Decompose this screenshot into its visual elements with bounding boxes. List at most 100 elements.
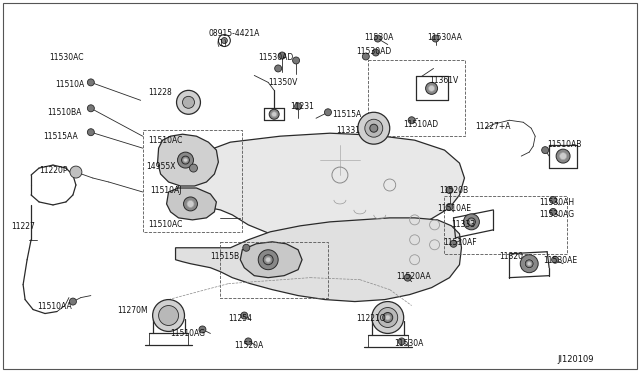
Text: 11520AA: 11520AA — [396, 272, 431, 281]
Polygon shape — [175, 133, 465, 244]
Circle shape — [370, 124, 378, 132]
Text: 11228: 11228 — [148, 89, 172, 97]
Circle shape — [263, 255, 273, 265]
Polygon shape — [240, 242, 302, 278]
Circle shape — [182, 96, 195, 108]
Text: 11221O: 11221O — [356, 314, 385, 323]
Text: 11530AA: 11530AA — [428, 33, 463, 42]
Circle shape — [184, 158, 188, 162]
Text: 11510A: 11510A — [55, 80, 84, 89]
Circle shape — [385, 315, 390, 320]
Circle shape — [378, 308, 397, 327]
Text: 11515A: 11515A — [332, 110, 361, 119]
Text: 11520B: 11520B — [440, 186, 468, 195]
Circle shape — [69, 298, 76, 305]
Circle shape — [404, 274, 411, 281]
Circle shape — [432, 35, 439, 42]
Circle shape — [189, 164, 198, 172]
Circle shape — [556, 149, 570, 163]
Circle shape — [372, 302, 404, 333]
Text: 11331: 11331 — [336, 126, 360, 135]
Text: 11520A: 11520A — [234, 341, 264, 350]
Circle shape — [362, 53, 369, 60]
Text: 11254: 11254 — [228, 314, 252, 323]
Text: 11231: 11231 — [290, 102, 314, 111]
Circle shape — [159, 305, 179, 326]
Bar — [220, 242, 328, 298]
Circle shape — [243, 244, 250, 251]
Circle shape — [294, 103, 301, 110]
Text: 11220P: 11220P — [39, 166, 68, 175]
Text: 11320: 11320 — [499, 252, 524, 261]
Circle shape — [408, 117, 415, 124]
Polygon shape — [157, 134, 218, 186]
Circle shape — [88, 79, 94, 86]
Text: 11530A: 11530A — [394, 339, 423, 349]
Circle shape — [266, 257, 271, 262]
Circle shape — [184, 197, 198, 211]
Circle shape — [88, 105, 94, 112]
Circle shape — [244, 338, 252, 345]
Text: 11361V: 11361V — [429, 76, 459, 86]
Text: 11510BA: 11510BA — [47, 108, 81, 117]
Circle shape — [275, 65, 282, 72]
Circle shape — [463, 214, 479, 230]
Text: 11333: 11333 — [451, 220, 476, 229]
Circle shape — [467, 218, 476, 226]
Text: 11530AG: 11530AG — [539, 210, 574, 219]
Text: 11510AJ: 11510AJ — [150, 186, 182, 195]
Text: 11510AD: 11510AD — [404, 120, 439, 129]
Circle shape — [70, 166, 82, 178]
Circle shape — [88, 129, 94, 136]
Circle shape — [292, 57, 300, 64]
Circle shape — [525, 260, 533, 268]
Circle shape — [398, 338, 405, 345]
Circle shape — [177, 90, 200, 114]
Circle shape — [182, 156, 189, 164]
Circle shape — [263, 255, 273, 265]
Circle shape — [559, 153, 566, 160]
Text: 11227+A: 11227+A — [476, 122, 511, 131]
Circle shape — [258, 250, 278, 270]
Text: (1): (1) — [216, 39, 227, 48]
Circle shape — [374, 35, 381, 42]
Circle shape — [272, 112, 276, 117]
Text: 08915-4421A: 08915-4421A — [209, 29, 260, 38]
Circle shape — [177, 152, 193, 168]
Text: 11530AH: 11530AH — [539, 198, 574, 207]
Text: 14955X: 14955X — [147, 162, 176, 171]
Circle shape — [365, 119, 383, 137]
Text: 11270M: 11270M — [116, 305, 147, 315]
Circle shape — [426, 82, 438, 94]
Circle shape — [467, 218, 476, 226]
Circle shape — [241, 312, 248, 319]
Text: 11510AC: 11510AC — [148, 136, 183, 145]
Bar — [444, 196, 567, 254]
Circle shape — [152, 299, 184, 331]
Circle shape — [429, 86, 435, 92]
Text: 11530AE: 11530AE — [543, 256, 577, 265]
Circle shape — [182, 156, 189, 164]
Text: 11530A: 11530A — [364, 33, 393, 42]
Circle shape — [550, 208, 557, 215]
Circle shape — [199, 326, 206, 333]
Circle shape — [446, 186, 453, 193]
Text: 11530AD: 11530AD — [258, 52, 294, 61]
Text: JI120109: JI120109 — [557, 355, 594, 364]
Text: 11510AC: 11510AC — [148, 220, 183, 229]
Circle shape — [187, 201, 194, 208]
Text: 11510AG: 11510AG — [171, 330, 205, 339]
Text: 11350V: 11350V — [268, 78, 298, 87]
Circle shape — [221, 38, 227, 44]
Bar — [368, 61, 465, 136]
Polygon shape — [175, 218, 461, 302]
Text: 11510AF: 11510AF — [444, 238, 477, 247]
Circle shape — [550, 196, 557, 203]
Circle shape — [469, 220, 474, 224]
Circle shape — [324, 109, 332, 116]
Circle shape — [552, 256, 559, 263]
Text: 11530AC: 11530AC — [49, 52, 83, 61]
Text: 11510AE: 11510AE — [438, 204, 472, 213]
Text: 11227: 11227 — [11, 222, 35, 231]
Circle shape — [278, 52, 285, 59]
